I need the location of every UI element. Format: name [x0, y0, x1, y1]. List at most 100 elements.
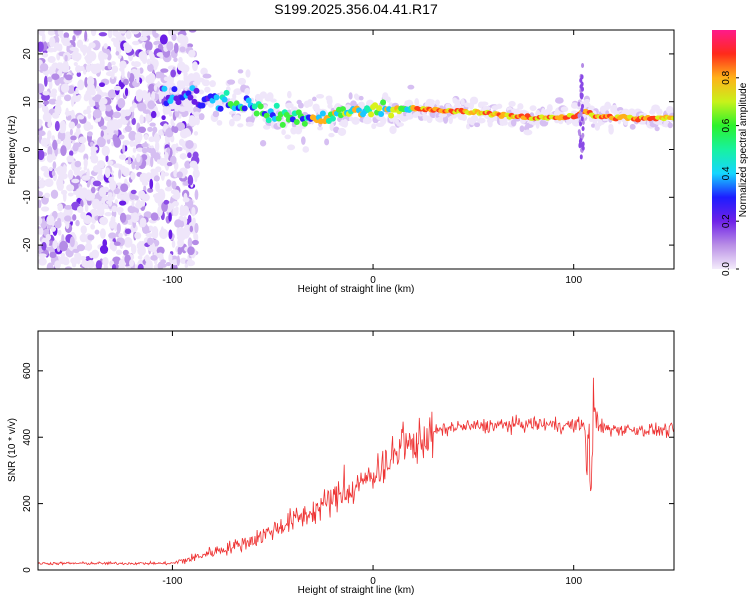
spectrogram-halo-blob	[237, 77, 247, 85]
spectrogram-noise-blob	[135, 89, 144, 99]
spectrogram-y-tick-label: 20	[22, 48, 33, 60]
spectrogram-noise-blob	[107, 30, 113, 39]
spectrogram-track-blob	[161, 85, 168, 92]
spectrogram-noise-blob	[164, 186, 173, 192]
spectrogram-halo-blob	[487, 115, 496, 123]
colorbar-ticks: 0.0 0.2 0.4 0.6 0.8	[721, 70, 739, 276]
spectrogram-noise-blob	[60, 256, 70, 264]
spectrogram-noise-blob	[38, 94, 42, 100]
spectrogram-marks	[38, 30, 674, 269]
spectrogram-noise-blob	[81, 187, 88, 193]
spectrogram-noise-blob	[160, 68, 169, 73]
spectrogram-noise-blob	[148, 83, 155, 92]
spectrogram-noise-blob	[156, 252, 164, 259]
spectrogram-noise-blob	[136, 75, 140, 84]
spectrogram-noise-blob	[54, 220, 62, 229]
spectrogram-noise-blob	[118, 266, 126, 269]
snr-x-ticks: -100 0 100	[162, 331, 582, 587]
spectrogram-noise-blob	[71, 178, 80, 184]
spectrogram-halo-blob	[329, 122, 335, 132]
spectrogram-noise-blob	[139, 217, 147, 228]
snr-y-ticks: 0 200 400 600	[22, 362, 674, 573]
spectrogram-noise-blob	[99, 245, 109, 254]
spectrogram-spike-blob	[577, 101, 581, 107]
spectrogram-halo-blob	[667, 122, 673, 129]
spectrogram-x-tick-label: 100	[565, 275, 582, 286]
spectrogram-noise-blob	[85, 194, 94, 201]
spectrogram-halo-blob	[474, 122, 481, 128]
spectrogram-noise-blob	[153, 84, 158, 92]
spectrogram-noise-blob	[150, 110, 157, 119]
snr-series-line	[38, 377, 674, 566]
spectrogram-x-tick-label: -100	[162, 275, 182, 286]
spectrogram-halo-blob	[232, 93, 237, 100]
spectrogram-noise-blob	[132, 40, 140, 46]
spectrogram-noise-blob	[92, 109, 102, 119]
spectrogram-track-blob	[263, 112, 270, 119]
spectrogram-halo-blob	[407, 84, 415, 90]
spectrogram-noise-blob	[119, 30, 127, 34]
spectrogram-noise-blob	[194, 233, 199, 242]
spectrogram-halo-blob	[464, 102, 470, 108]
spectrogram-noise-blob	[96, 174, 105, 182]
spectrogram-track-blob	[671, 116, 674, 121]
spectrogram-halo-blob	[529, 105, 537, 112]
chart-title: S199.2025.356.04.41.R17	[274, 1, 438, 17]
spectrogram-noise-blob	[108, 232, 117, 239]
spectrogram-noise-blob	[148, 136, 156, 143]
spectrogram-noise-blob	[96, 203, 105, 212]
spectrogram-noise-blob	[77, 79, 85, 91]
spectrogram-noise-blob	[70, 96, 75, 107]
spectrogram-noise-blob	[83, 158, 88, 168]
spectrogram-noise-blob	[145, 261, 150, 269]
spectrogram-noise-blob	[131, 117, 136, 126]
spectrogram-noise-blob	[67, 192, 74, 197]
spectrogram-noise-blob	[113, 187, 121, 195]
spectrogram-noise-blob	[40, 206, 50, 212]
spectrogram-noise-blob	[153, 32, 159, 38]
spectrogram-noise-blob	[94, 94, 102, 101]
spectrogram-noise-blob	[155, 182, 160, 193]
spectrogram-noise-blob	[38, 175, 41, 181]
spectrogram-halo-blob	[342, 118, 349, 128]
spectrogram-noise-blob	[84, 30, 88, 42]
spectrogram-noise-blob	[60, 252, 66, 258]
spectrogram-noise-blob	[139, 114, 144, 125]
spectrogram-noise-blob	[113, 38, 120, 48]
spectrogram-noise-blob	[147, 115, 152, 122]
spectrogram-noise-blob	[131, 212, 140, 223]
spectrogram-halo-blob	[297, 102, 304, 109]
spectrogram-spike-blob	[581, 141, 585, 147]
spectrogram-noise-blob	[170, 69, 176, 78]
spectrogram-noise-blob	[171, 180, 177, 190]
spectrogram-noise-blob	[147, 237, 154, 246]
spectrogram-noise-blob	[113, 137, 122, 148]
spectrogram-noise-blob	[124, 228, 132, 235]
spectrogram-noise-blob	[185, 139, 194, 149]
spectrogram-noise-blob	[76, 123, 81, 129]
spectrogram-noise-blob	[135, 165, 140, 171]
spectrogram-noise-blob	[51, 135, 56, 141]
spectrogram-noise-blob	[45, 233, 51, 241]
spectrogram-noise-blob	[136, 147, 144, 153]
spectrogram-noise-blob	[132, 147, 137, 153]
spectrogram-noise-blob	[129, 259, 134, 267]
spectrogram-track-blob	[273, 102, 280, 109]
snr-y-tick-label: 600	[22, 362, 33, 379]
spectrogram-noise-blob	[83, 215, 92, 225]
spectrogram-noise-blob	[150, 168, 157, 174]
spectrogram-noise-blob	[130, 243, 136, 250]
spectrogram-noise-blob	[110, 61, 116, 66]
spectrogram-noise-blob	[188, 30, 197, 33]
spectrogram-noise-blob	[96, 136, 106, 148]
spectrogram-noise-blob	[83, 109, 88, 115]
spectrogram-noise-blob	[176, 255, 181, 267]
spectrogram-noise-blob	[131, 207, 140, 215]
spectrogram-noise-blob	[114, 199, 119, 205]
spectrogram-halo-blob	[193, 111, 201, 117]
spectrogram-noise-blob	[57, 30, 64, 37]
spectrogram-noise-blob	[168, 212, 172, 222]
spectrogram-noise-blob	[101, 145, 110, 157]
spectrogram-noise-blob	[194, 175, 198, 183]
